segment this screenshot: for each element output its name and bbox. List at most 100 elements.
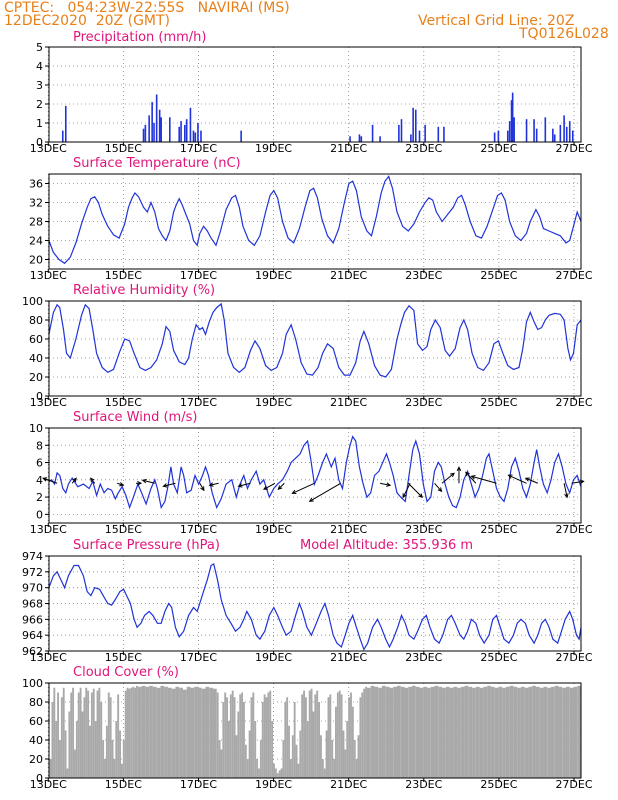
precip-bar xyxy=(418,130,421,142)
precip-bar xyxy=(443,126,445,142)
cloud-bar xyxy=(126,687,129,778)
x-tick-label: 19DEC xyxy=(255,651,292,664)
cloud-bar xyxy=(259,740,262,778)
cloud-bar xyxy=(318,702,321,778)
cloud-bar xyxy=(289,759,292,778)
cloud-bar xyxy=(378,687,382,778)
cloud-bar xyxy=(351,706,354,778)
wind-vector xyxy=(402,483,411,498)
y-tick-label: 3 xyxy=(36,79,43,92)
precip-bar xyxy=(194,132,197,142)
wind-vector xyxy=(379,482,391,486)
precip-bar xyxy=(360,136,363,142)
cloud-bar xyxy=(239,694,242,778)
cloud-bar xyxy=(87,690,90,778)
cloud-bar xyxy=(453,686,458,778)
cloud-bar xyxy=(479,687,484,778)
precip-bar xyxy=(379,136,381,142)
x-tick-label: 13DEC xyxy=(30,142,67,155)
y-tick-label: 970 xyxy=(22,582,43,595)
x-tick-label: 21DEC xyxy=(330,396,367,409)
x-tick-label: 21DEC xyxy=(330,778,367,791)
wind-vector xyxy=(263,482,276,490)
cloud-bar xyxy=(130,687,133,778)
cloud-bar xyxy=(472,687,476,778)
wind-vector-head xyxy=(262,485,268,490)
y-tick-label: 80 xyxy=(29,314,43,327)
cloud-bar xyxy=(72,687,75,778)
precip-bar xyxy=(197,123,199,142)
cloud-bar xyxy=(547,687,551,778)
date-header: 12DEC2020 20Z (GMT) xyxy=(4,13,171,29)
y-tick-label: 24 xyxy=(29,235,43,248)
x-tick-label: 13DEC xyxy=(30,523,67,536)
cloud-bar xyxy=(442,687,446,778)
wind-vector-head xyxy=(141,478,147,484)
cloud-bar xyxy=(423,686,428,778)
cloud-bar xyxy=(316,690,319,778)
cloud-bar xyxy=(577,685,581,778)
wind-vector-head xyxy=(450,472,455,478)
cloud-bar xyxy=(105,725,108,778)
wind-vector xyxy=(309,482,341,502)
x-tick-label: 21DEC xyxy=(330,651,367,664)
precip-bar xyxy=(158,109,161,142)
cloud-bar xyxy=(509,685,514,778)
cloud-bar xyxy=(120,763,123,778)
grid-line-note: Vertical Grid Line: 20Z xyxy=(418,13,575,29)
x-tick-label: 13DEC xyxy=(30,269,67,282)
cloud-bar xyxy=(361,692,364,778)
precip-bar xyxy=(565,126,568,142)
wind-vector-head xyxy=(507,474,513,479)
cloud-bar xyxy=(222,702,225,778)
wind-vector-head xyxy=(162,483,168,488)
wind-vector-head xyxy=(470,474,476,480)
precip-bar xyxy=(508,121,511,142)
cloud-bar xyxy=(543,686,548,778)
cloud-bar xyxy=(79,687,82,778)
precip-bar xyxy=(200,130,202,142)
cloud-bar xyxy=(282,740,285,778)
cloud-bar xyxy=(62,687,65,778)
cloud-bar xyxy=(288,725,290,778)
precip-bar xyxy=(437,126,440,142)
panel-title: Surface Wind (m/s) xyxy=(73,410,197,425)
wind-vector-head xyxy=(564,493,569,499)
cloud-bar xyxy=(558,686,563,778)
y-tick-label: 8 xyxy=(36,439,43,452)
x-tick-label: 15DEC xyxy=(105,523,142,536)
x-tick-label: 15DEC xyxy=(105,651,142,664)
cloud-bar xyxy=(562,687,566,778)
cloud-bar xyxy=(190,687,195,778)
cloud-bar xyxy=(320,735,322,778)
cloud-bar xyxy=(350,692,352,778)
wind-vector xyxy=(42,477,58,484)
cloud-bar xyxy=(66,768,69,778)
wind-vector-head xyxy=(465,471,470,477)
cloud-bar xyxy=(100,702,103,778)
cloud-bar xyxy=(299,730,302,778)
cloud-bar xyxy=(333,759,336,778)
cloud-bar xyxy=(220,749,223,778)
cloud-bar xyxy=(194,686,198,778)
wind-vector xyxy=(525,477,539,484)
cloud-bar xyxy=(156,687,161,778)
wind-vector-head xyxy=(208,482,214,487)
cloud-bar xyxy=(265,697,268,778)
cloud-bar xyxy=(427,687,431,778)
wind-vector xyxy=(209,482,219,486)
precip-bar xyxy=(510,100,513,142)
x-tick-label: 27DEC xyxy=(555,778,592,791)
cloud-bar xyxy=(438,686,443,778)
y-tick-label: 0 xyxy=(36,508,43,521)
y-tick-label: 20 xyxy=(29,254,43,267)
x-tick-label: 17DEC xyxy=(180,396,217,409)
y-tick-label: 60 xyxy=(29,715,43,728)
y-tick-label: 32 xyxy=(29,197,43,210)
precip-bar xyxy=(144,124,147,142)
panel-title: Surface Temperature (nC) xyxy=(73,156,241,171)
cloud-bar xyxy=(182,689,187,778)
precip-bar xyxy=(513,117,515,142)
precip-bar xyxy=(553,134,556,142)
cloud-bar xyxy=(565,686,570,778)
